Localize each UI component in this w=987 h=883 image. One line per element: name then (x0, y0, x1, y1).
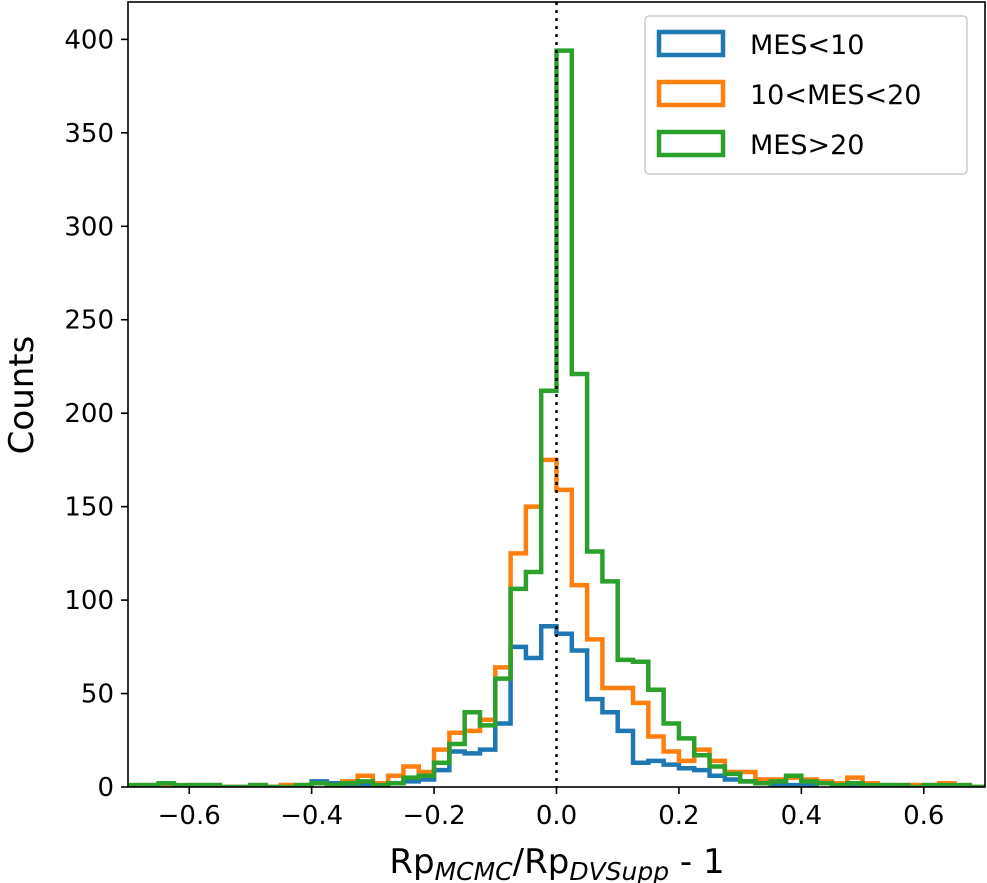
y-tick-label: 350 (64, 119, 114, 149)
y-tick-label: 250 (64, 306, 114, 336)
legend-box (644, 15, 968, 175)
x-axis-ticks: −0.6 −0.4 −0.2 0.0 0.2 0.4 0.6 (158, 787, 944, 831)
y-tick-label: 400 (64, 25, 114, 55)
x-tick-label: −0.2 (403, 801, 466, 831)
y-tick-label: 150 (64, 493, 114, 523)
legend-item-mes-gt-20: MES>20 (656, 129, 864, 161)
x-tick-label: 0.0 (536, 801, 577, 831)
x-axis-label: RpMCMC/RpDVSupp - 1 (389, 842, 724, 883)
y-axis-label: Counts (2, 336, 42, 455)
legend: MES<10 10<MES<20 MES>20 (644, 15, 968, 175)
y-tick-label: 300 (64, 212, 114, 242)
legend-swatch-mes-lt-10 (656, 29, 726, 58)
legend-label-mes-10-20: 10<MES<20 (750, 80, 921, 111)
legend-swatch-mes-10-20 (656, 79, 726, 108)
y-axis-ticks: 0 50 100 150 200 250 300 350 400 (64, 25, 128, 803)
x-axis-label-sub1: MCMC (435, 857, 514, 883)
x-axis-label-sub2: DVSupp (569, 857, 669, 883)
x-tick-label: 0.4 (781, 801, 822, 831)
x-axis-label-main: Rp (389, 842, 434, 882)
legend-swatch-mes-gt-20 (656, 129, 726, 158)
x-tick-label: 0.2 (658, 801, 699, 831)
legend-label-mes-gt-20: MES>20 (750, 130, 864, 161)
legend-label-mes-lt-10: MES<10 (750, 30, 864, 61)
x-tick-label: −0.4 (280, 801, 343, 831)
x-tick-label: −0.6 (158, 801, 221, 831)
x-tick-label: 0.6 (903, 801, 944, 831)
y-tick-label: 100 (64, 586, 114, 616)
y-tick-label: 50 (81, 680, 114, 710)
legend-item-mes-10-20: 10<MES<20 (656, 79, 921, 111)
y-tick-label: 0 (97, 773, 114, 803)
y-tick-label: 200 (64, 399, 114, 429)
x-axis-label-mid: /Rp (513, 842, 570, 882)
legend-item-mes-lt-10: MES<10 (656, 29, 864, 61)
x-axis-label-tail: - 1 (669, 842, 725, 882)
